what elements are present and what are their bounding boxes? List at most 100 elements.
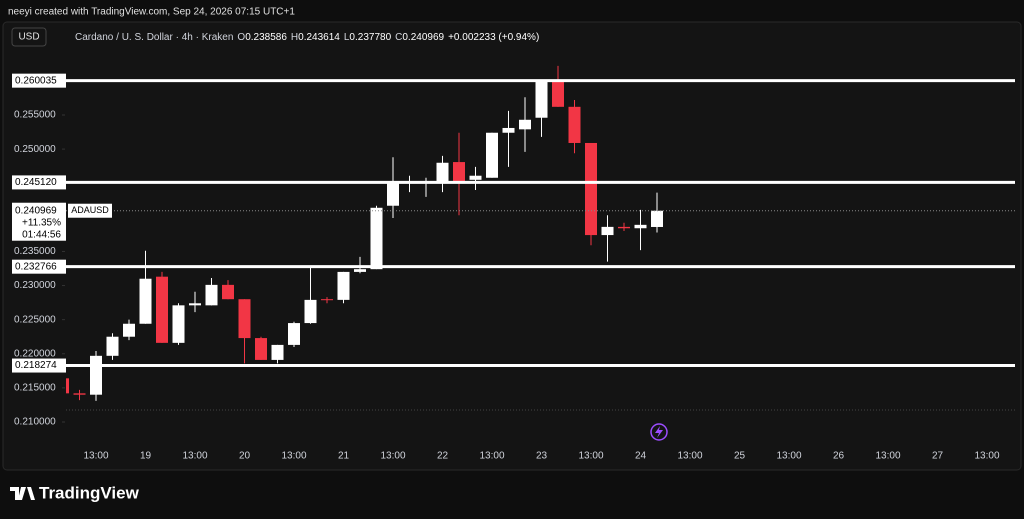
level-label-box xyxy=(12,358,66,373)
x-tick-label: 13:00 xyxy=(974,451,999,462)
candle-body xyxy=(585,142,597,236)
x-tick-label: 13:00 xyxy=(380,451,405,462)
candle-body xyxy=(304,299,317,324)
last-price-box xyxy=(12,202,66,241)
candle-body xyxy=(634,224,647,229)
candle-body xyxy=(205,284,218,306)
candle-body xyxy=(288,323,300,345)
x-tick-label: 13:00 xyxy=(875,451,900,462)
candle-body xyxy=(255,338,267,360)
level-label-box xyxy=(12,175,66,190)
x-tick-label: 13:00 xyxy=(578,451,603,462)
candle-body xyxy=(436,162,449,182)
level-label: 0.232766 xyxy=(15,261,57,272)
x-tick-label: 25 xyxy=(734,451,746,462)
x-tick-label: 22 xyxy=(437,451,449,462)
candle-body xyxy=(156,276,168,343)
change: +0.002233 (+0.94%) xyxy=(448,32,539,43)
plot xyxy=(66,65,663,401)
candle-body xyxy=(552,80,564,107)
level-label: 0.218274 xyxy=(15,360,57,371)
candle-body xyxy=(568,106,581,143)
icon-bolt[interactable] xyxy=(655,426,663,438)
candle-body xyxy=(453,162,465,182)
brand[interactable]: TradingView xyxy=(39,483,140,502)
x-tick-label: 13:00 xyxy=(479,451,504,462)
y-tick-label: 0.250000 xyxy=(14,144,56,155)
currency: USD xyxy=(18,32,39,43)
x-tick-label: 24 xyxy=(635,451,647,462)
h-label: H xyxy=(291,32,298,43)
candle-body xyxy=(238,299,251,339)
last-change: +11.35% xyxy=(22,217,61,228)
level-label: 0.245120 xyxy=(15,177,57,188)
chart-panel xyxy=(2,21,1022,471)
candle-body xyxy=(73,393,86,395)
x-tick-label: 19 xyxy=(140,451,152,462)
candle-body xyxy=(106,336,119,356)
candle-body xyxy=(123,323,135,337)
candle-body xyxy=(535,80,548,118)
x-tick-label: 13:00 xyxy=(83,451,108,462)
candle-body xyxy=(271,344,284,360)
candle-body xyxy=(90,355,102,395)
currency-box xyxy=(11,27,47,47)
y-tick-label: 0.255000 xyxy=(14,110,56,121)
symbol: ADAUSD xyxy=(71,205,109,215)
x-tick-label: 13:00 xyxy=(776,451,801,462)
candle-body xyxy=(321,299,333,301)
last-price: 0.240969 xyxy=(15,205,57,216)
candle-body xyxy=(651,210,663,227)
candle-body xyxy=(370,207,383,270)
level-label-box xyxy=(12,73,66,88)
x-tick-label: 13:00 xyxy=(182,451,207,462)
open: 0.238586 xyxy=(245,32,287,43)
y-tick-label: 0.225000 xyxy=(14,314,56,325)
c-label: C xyxy=(395,32,402,43)
candle-body xyxy=(354,269,366,272)
ohlc-legend: Cardano / U. S. Dollar · 4h · Kraken O0.2… xyxy=(75,32,539,43)
o-label: O xyxy=(237,32,245,43)
x-tick-label: 13:00 xyxy=(677,451,702,462)
level-label-box xyxy=(12,259,66,274)
candle-body xyxy=(66,378,69,394)
logo-mark[interactable] xyxy=(10,487,35,500)
candle-body xyxy=(502,127,515,133)
instrument: Cardano / U. S. Dollar · 4h · Kraken xyxy=(75,32,233,43)
y-tick-label: 0.210000 xyxy=(14,417,56,428)
candle-body xyxy=(469,175,482,180)
candle-body xyxy=(519,119,531,130)
icon-ring[interactable] xyxy=(650,423,668,441)
x-tick-label: 27 xyxy=(932,451,944,462)
footer-logo[interactable]: TradingView xyxy=(10,483,140,502)
candle-body xyxy=(601,226,614,236)
candle-body xyxy=(172,305,185,343)
level-label: 0.260035 xyxy=(15,75,57,86)
x-tick-label: 20 xyxy=(239,451,251,462)
candle-body xyxy=(222,284,234,300)
candle-body xyxy=(139,278,152,324)
x-tick-label: 26 xyxy=(833,451,845,462)
symbol-box xyxy=(68,203,112,218)
attribution: neeyi created with TradingView.com, Sep … xyxy=(8,7,295,18)
x-tick-label: 21 xyxy=(338,451,350,462)
y-tick-label: 0.215000 xyxy=(14,383,56,394)
lightning-icon[interactable] xyxy=(650,423,668,441)
candle-body xyxy=(486,132,498,178)
close: 0.240969 xyxy=(402,32,444,43)
candle-body xyxy=(337,271,350,300)
y-tick-label: 0.235000 xyxy=(14,246,56,257)
candle-body xyxy=(189,303,201,306)
candle-body xyxy=(618,226,630,229)
l-label: L xyxy=(344,32,350,43)
x-tick-label: 23 xyxy=(536,451,548,462)
candle-body xyxy=(387,183,399,206)
y-tick-label: 0.230000 xyxy=(14,280,56,291)
high: 0.243614 xyxy=(298,32,340,43)
x-tick-label: 13:00 xyxy=(281,451,306,462)
y-tick-label: 0.220000 xyxy=(14,348,56,359)
low: 0.237780 xyxy=(349,32,391,43)
countdown: 01:44:56 xyxy=(22,229,61,240)
